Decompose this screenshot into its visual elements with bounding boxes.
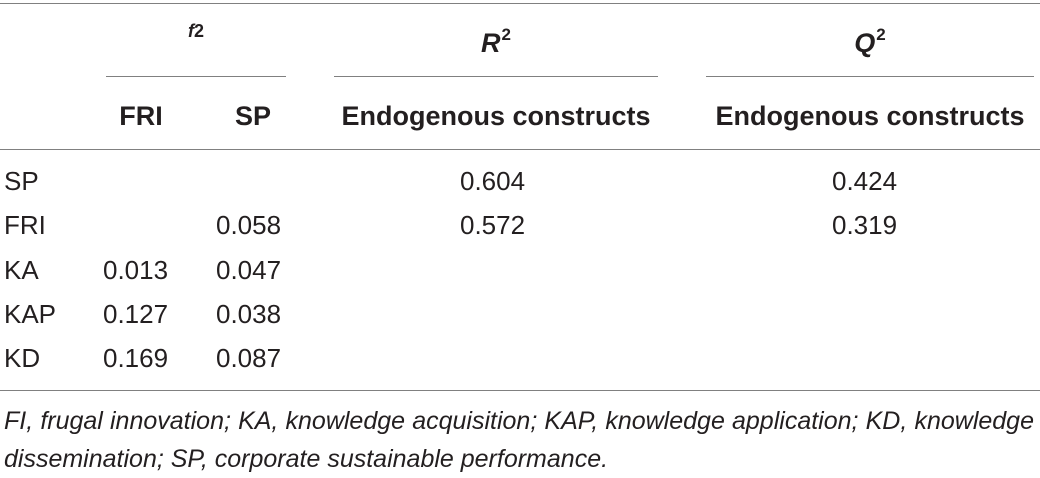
header-fri: FRI — [119, 101, 163, 131]
header-bottom-rule — [0, 149, 1040, 150]
header-r2: R2 — [334, 26, 658, 58]
header-q2-superscript: 2 — [876, 25, 886, 44]
row-kap-fri: 0.127 — [103, 299, 169, 329]
row-sp-r2: 0.604 — [460, 166, 526, 196]
header-f2: f2 — [106, 22, 286, 40]
header-r2-letter: R — [481, 28, 501, 58]
row-fri-q2: 0.319 — [832, 210, 898, 240]
row-ka-sp: 0.047 — [216, 255, 282, 285]
row-sp-q2: 0.424 — [832, 166, 898, 196]
header-q2-letter: Q — [854, 28, 876, 58]
row-kap-sp: 0.038 — [216, 299, 282, 329]
row-label-kap: KAP — [4, 299, 57, 329]
table-bottom-rule — [0, 390, 1040, 391]
row-fri-sp: 0.058 — [216, 210, 282, 240]
row-kd-fri: 0.169 — [103, 343, 169, 373]
q2-group-rule — [706, 76, 1034, 77]
row-fri-r2: 0.572 — [460, 210, 526, 240]
table-top-rule — [0, 3, 1040, 4]
header-f2-letter: f — [187, 21, 194, 41]
row-kd-sp: 0.087 — [216, 343, 282, 373]
row-label-ka: KA — [4, 255, 39, 285]
header-r2-superscript: 2 — [501, 25, 511, 44]
row-label-sp: SP — [4, 166, 39, 196]
f2-group-rule — [106, 76, 286, 77]
header-q2-endogenous: Endogenous constructs — [715, 101, 1025, 131]
r2-group-rule — [334, 76, 658, 77]
header-q2: Q2 — [706, 26, 1034, 58]
row-label-kd: KD — [4, 343, 41, 373]
header-sp: SP — [234, 101, 272, 131]
header-f2-number: 2 — [193, 21, 204, 41]
row-ka-fri: 0.013 — [103, 255, 169, 285]
table-footnote: FI, frugal innovation; KA, knowledge acq… — [4, 407, 1034, 473]
row-label-fri: FRI — [4, 210, 46, 240]
header-r2-endogenous: Endogenous constructs — [341, 101, 651, 131]
